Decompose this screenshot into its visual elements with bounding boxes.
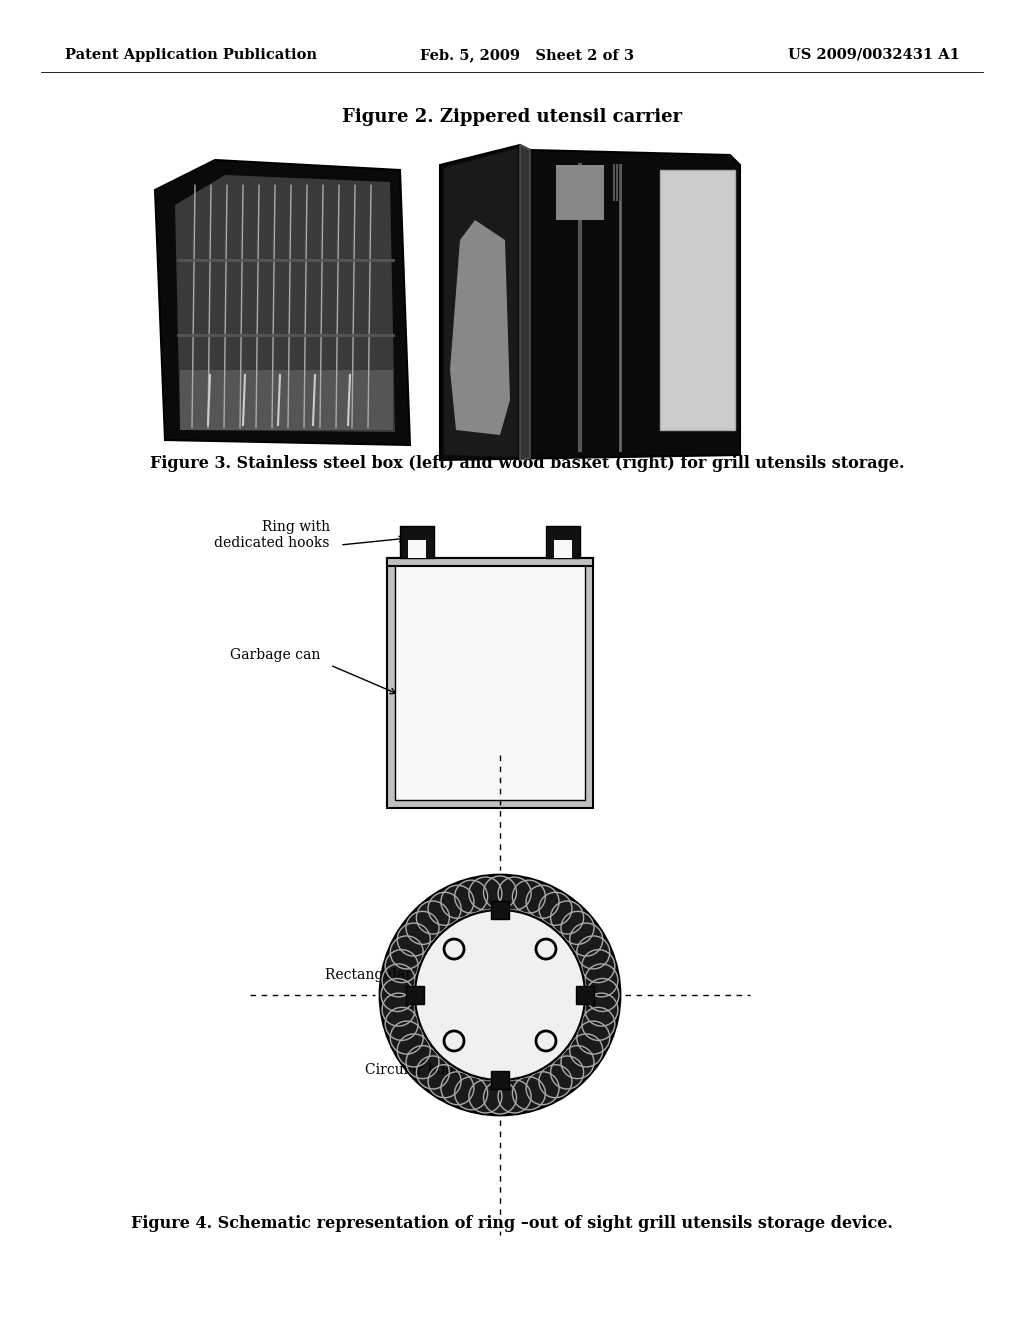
- Text: US 2009/0032431 A1: US 2009/0032431 A1: [788, 48, 961, 62]
- Text: Figure 3. Stainless steel box (left) and wood basket (right) for grill utensils : Figure 3. Stainless steel box (left) and…: [150, 455, 904, 473]
- Bar: [408, 540, 426, 558]
- Bar: [387, 558, 593, 808]
- Text: Rectangular hook: Rectangular hook: [325, 968, 451, 982]
- Polygon shape: [155, 160, 410, 445]
- Polygon shape: [660, 170, 735, 430]
- Polygon shape: [520, 145, 530, 459]
- Polygon shape: [175, 176, 395, 432]
- Bar: [387, 558, 593, 566]
- Circle shape: [536, 939, 556, 960]
- Bar: [575, 986, 594, 1005]
- Polygon shape: [440, 145, 740, 459]
- Polygon shape: [444, 148, 518, 457]
- Bar: [490, 902, 509, 919]
- Circle shape: [444, 1031, 464, 1051]
- Text: Feb. 5, 2009   Sheet 2 of 3: Feb. 5, 2009 Sheet 2 of 3: [420, 48, 634, 62]
- Text: Patent Application Publication: Patent Application Publication: [65, 48, 317, 62]
- Text: Figure 2. Zippered utensil carrier: Figure 2. Zippered utensil carrier: [342, 108, 682, 125]
- Circle shape: [444, 939, 464, 960]
- Bar: [546, 525, 580, 558]
- Bar: [556, 165, 604, 220]
- Circle shape: [536, 1031, 556, 1051]
- Bar: [395, 558, 585, 800]
- Text: Circular hook: Circular hook: [365, 1063, 462, 1077]
- Bar: [400, 525, 434, 558]
- Bar: [490, 1071, 509, 1089]
- Text: Figure 4. Schematic representation of ring –out of sight grill utensils storage : Figure 4. Schematic representation of ri…: [131, 1214, 893, 1232]
- Circle shape: [380, 875, 620, 1115]
- Text: Ring with
dedicated hooks: Ring with dedicated hooks: [214, 520, 330, 550]
- Circle shape: [415, 909, 585, 1080]
- Polygon shape: [180, 370, 393, 430]
- Bar: [406, 986, 424, 1005]
- Text: Garbage can: Garbage can: [229, 648, 319, 663]
- Polygon shape: [450, 220, 510, 436]
- Bar: [554, 540, 572, 558]
